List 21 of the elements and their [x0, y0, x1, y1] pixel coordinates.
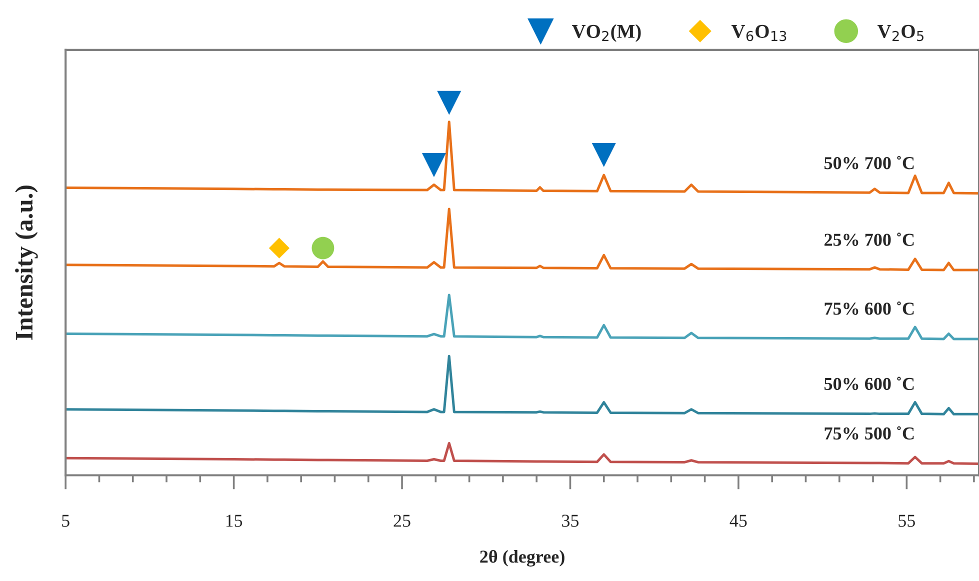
series-label: 75% 500 ˚C [824, 426, 914, 440]
legend-label: V$_{2}$O$_{5}$ [877, 24, 924, 42]
legend-label: VO$_{2}$(M) [572, 24, 641, 42]
series-label: 50% 600 ˚C [824, 376, 914, 390]
point [422, 153, 446, 178]
x-tick-label: 25 [394, 514, 410, 527]
x-tick-label: 5 [62, 514, 70, 527]
series-label: 75% 600 ˚C [824, 302, 914, 315]
x-tick-label: 15 [226, 514, 242, 527]
series-label: 25% 700 ˚C [824, 232, 914, 246]
series-label: 50% 700 ˚C [824, 156, 914, 170]
legend-label: V$_{6}$O$_{13}$ [731, 24, 786, 42]
point [268, 238, 290, 258]
x-tick-label: 45 [730, 514, 747, 527]
x-tick-label: 55 [898, 514, 915, 527]
x-axis-title: 2θ (degree) [480, 550, 564, 567]
y-axis-title: Intensity (a.u.) [15, 186, 38, 340]
x-tick-label: 35 [562, 514, 579, 527]
point [437, 90, 462, 115]
point [312, 236, 334, 260]
point [592, 142, 616, 168]
